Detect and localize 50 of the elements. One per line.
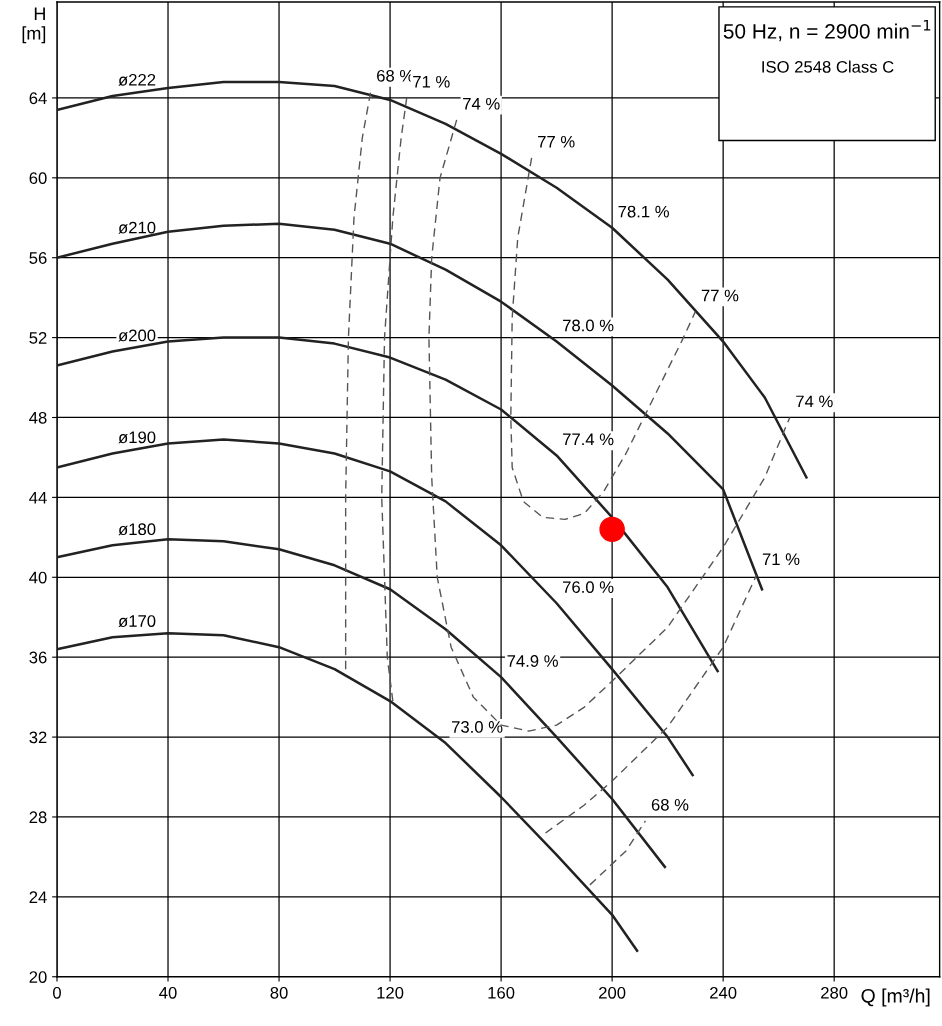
annotation: 74 %	[796, 395, 833, 408]
x-tick-label: 200	[599, 986, 626, 999]
annotation: 76.0 %	[563, 581, 614, 594]
y-tick-label: 48	[29, 411, 47, 424]
x-tick-label: 0	[53, 986, 61, 999]
annotation: 71 %	[762, 553, 800, 565]
annotation: ø190	[118, 431, 156, 444]
y-tick-label: 40	[29, 571, 47, 584]
line-series	[56, 631, 639, 953]
annotation: 73.0 %	[451, 721, 503, 733]
annotation: ø200	[118, 329, 156, 342]
annotation: 68 %	[651, 798, 689, 811]
annotation: ø222	[118, 73, 156, 86]
text: 50 Hz, n = 2900 min$^{−1}$	[723, 19, 931, 42]
x-tick-label: 160	[488, 986, 515, 999]
annotation: 77 %	[538, 135, 575, 148]
annotation: ø170	[118, 615, 156, 628]
x-axis-title: Q [m³/h]	[861, 988, 930, 1007]
annotation: 77 %	[701, 289, 739, 302]
y-tick-label: 56	[29, 252, 47, 264]
y-tick-label: 44	[29, 491, 47, 504]
annotation: 74 %	[463, 97, 500, 110]
x-tick-label: 120	[377, 986, 404, 999]
annotation: 78.1 %	[618, 205, 669, 218]
annotation: 74.9 %	[507, 655, 558, 667]
y-tick-label: 28	[29, 811, 47, 824]
y-axis-title: H [m]	[22, 7, 46, 44]
x-tick-label: 80	[270, 986, 288, 999]
x-tick-label: 240	[710, 986, 737, 999]
line-series	[56, 538, 667, 869]
y-tick-label: 24	[29, 891, 47, 903]
line-series	[544, 574, 758, 834]
y-tick-label: 20	[29, 971, 47, 983]
annotation: ISO 2548 Class C	[762, 60, 894, 73]
y-tick-label: 52	[29, 332, 47, 344]
annotation: 77.4 %	[563, 433, 614, 446]
line-series	[510, 157, 697, 521]
line-series	[381, 97, 408, 702]
y-tick-label: 32	[29, 731, 47, 744]
annotation: ø180	[118, 523, 156, 536]
y-tick-label: 36	[29, 651, 47, 664]
y-tick-label: 64	[29, 92, 47, 105]
x-tick-label: 40	[159, 986, 177, 999]
y-tick-label: 60	[29, 172, 47, 185]
annotation: 71 %	[413, 75, 450, 88]
annotation: ø210	[118, 221, 156, 234]
annotation: 78.0 %	[563, 319, 614, 332]
line-series	[56, 222, 764, 591]
line-series	[344, 91, 372, 670]
x-tick-label: 280	[821, 986, 848, 999]
